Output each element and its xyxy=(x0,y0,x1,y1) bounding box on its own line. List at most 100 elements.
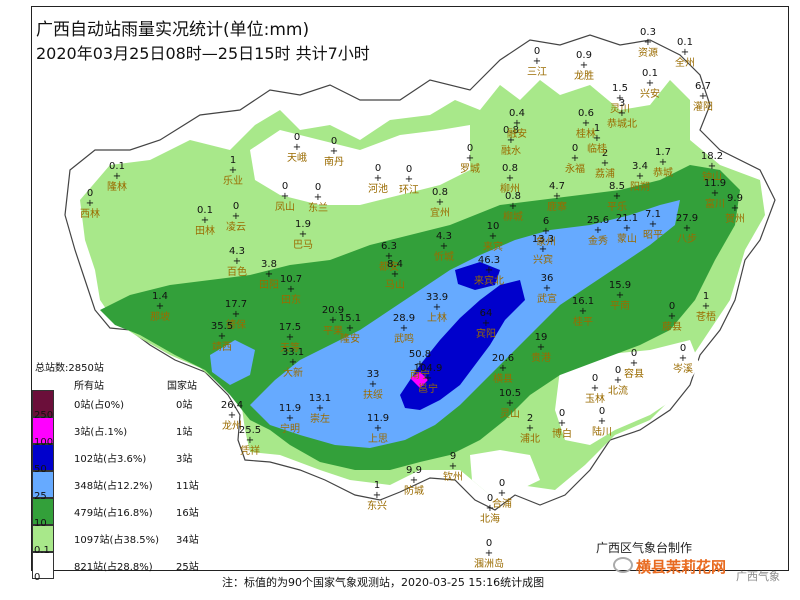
station-name: 防城 xyxy=(404,484,424,497)
station-cross-icon: + xyxy=(591,383,599,394)
station-value: 6.3 xyxy=(381,241,397,252)
station-cross-icon: + xyxy=(286,332,294,343)
station-cross-icon: + xyxy=(233,256,241,267)
station-marker: 1+苍梧 xyxy=(696,291,716,323)
station-marker: 2+荔浦 xyxy=(595,148,615,180)
station-value: 35.5 xyxy=(211,321,233,332)
station-marker: 0+南丹 xyxy=(324,136,344,168)
station-marker: 0.8+宜州 xyxy=(430,187,450,219)
station-name: 北海 xyxy=(480,512,500,525)
station-name: 兴安 xyxy=(640,87,660,100)
station-value: 0.1 xyxy=(109,161,125,172)
station-cross-icon: + xyxy=(391,269,399,280)
station-value: 0 xyxy=(331,136,337,147)
station-value: 0 xyxy=(599,406,605,417)
station-name: 贺州 xyxy=(725,213,745,225)
station-name: 百色 xyxy=(227,265,247,278)
station-cross-icon: + xyxy=(232,309,240,320)
rain-zone-dark-blue-north xyxy=(455,262,500,290)
station-name: 巴马 xyxy=(293,239,313,251)
station-marker: 50.8+南宁 xyxy=(409,349,431,381)
station-value: 25.6 xyxy=(587,215,609,226)
station-name: 邕宁 xyxy=(418,382,438,395)
station-marker: 17.5+天等 xyxy=(279,322,301,354)
station-cross-icon: + xyxy=(630,358,638,369)
station-cross-icon: + xyxy=(542,226,550,237)
station-cross-icon: + xyxy=(644,37,652,48)
legend-count-national: 34站 xyxy=(176,535,199,546)
station-marker: 0+河池 xyxy=(368,163,388,195)
station-value: 64 xyxy=(480,308,493,319)
station-cross-icon: + xyxy=(86,198,94,209)
station-name: 乐业 xyxy=(223,175,243,187)
station-marker: 0.1+全州 xyxy=(675,37,695,69)
station-marker: 13.3+兴宾 xyxy=(532,234,554,266)
station-cross-icon: + xyxy=(593,133,601,144)
station-name: 西林 xyxy=(80,207,100,220)
station-value: 13.3 xyxy=(532,234,554,245)
station-marker: 16.1+桂平 xyxy=(572,296,594,328)
station-marker: 0+东兰 xyxy=(308,182,328,214)
legend-bound: 25 xyxy=(34,491,47,502)
station-marker: 4.3+百色 xyxy=(227,246,247,278)
station-cross-icon: + xyxy=(299,229,307,240)
station-cross-icon: + xyxy=(485,265,493,276)
station-cross-icon: + xyxy=(400,323,408,334)
legend-count-all: 348站(占12.2%) xyxy=(74,481,153,492)
station-cross-icon: + xyxy=(614,375,622,386)
watermark-secondary: 广西气象 xyxy=(736,570,780,583)
station-cross-icon: + xyxy=(594,225,602,236)
station-value: 1 xyxy=(374,480,380,491)
station-name: 上林 xyxy=(427,311,447,324)
station-marker: 0+博白 xyxy=(552,408,572,440)
wechat-icon xyxy=(613,557,633,573)
station-cross-icon: + xyxy=(616,93,624,104)
station-marker: 104.9+邕宁 xyxy=(414,363,443,395)
station-value: 104.9 xyxy=(414,363,443,374)
station-marker: 0.4+融安 xyxy=(507,108,527,140)
station-cross-icon: + xyxy=(316,403,324,414)
station-marker: 1.4+那坡 xyxy=(150,291,170,323)
station-value: 0.8 xyxy=(432,187,448,198)
station-value: 0 xyxy=(294,132,300,143)
station-name: 恭城北 xyxy=(607,118,637,130)
station-name: 北流 xyxy=(608,384,628,397)
station-marker: 35.5+靖西 xyxy=(211,321,233,353)
station-name: 钟山 xyxy=(702,170,722,183)
station-cross-icon: + xyxy=(486,503,494,514)
station-value: 3.8 xyxy=(261,259,277,270)
legend-count-all: 0站(占0%) xyxy=(74,400,125,411)
legend-swatch xyxy=(32,498,54,525)
station-name: 靖西 xyxy=(212,340,232,353)
legend-count-all: 3站(占.1%) xyxy=(74,427,128,438)
station-value: 19 xyxy=(535,332,548,343)
station-name: 昭平 xyxy=(643,229,663,241)
station-cross-icon: + xyxy=(553,191,561,202)
station-cross-icon: + xyxy=(385,251,393,262)
station-cross-icon: + xyxy=(649,219,657,230)
station-cross-icon: + xyxy=(679,353,687,364)
station-value: 21.1 xyxy=(616,213,638,224)
station-cross-icon: + xyxy=(571,153,579,164)
station-name: 临桂 xyxy=(587,142,607,155)
station-cross-icon: + xyxy=(646,78,654,89)
station-cross-icon: + xyxy=(526,423,534,434)
station-marker: 17.7+德保 xyxy=(225,299,247,331)
station-cross-icon: + xyxy=(681,47,689,58)
station-value: 13.1 xyxy=(309,393,331,404)
station-marker: 0+三江 xyxy=(527,46,547,78)
station-cross-icon: + xyxy=(228,410,236,421)
station-cross-icon: + xyxy=(482,318,490,329)
station-cross-icon: + xyxy=(424,373,432,384)
station-name: 桂平 xyxy=(573,315,593,328)
legend-count-national: 25站 xyxy=(176,562,199,573)
legend-count-national: 16站 xyxy=(176,508,199,519)
station-name: 金秀 xyxy=(588,234,608,247)
station-marker: 6.3+都安 xyxy=(379,241,399,273)
station-name: 灌阳 xyxy=(693,101,713,113)
station-value: 1 xyxy=(230,155,236,166)
station-cross-icon: + xyxy=(218,331,226,342)
legend-count-all: 479站(占16.8%) xyxy=(74,508,153,519)
station-marker: 7.1+昭平 xyxy=(643,209,663,241)
station-value: 0.6 xyxy=(578,108,594,119)
